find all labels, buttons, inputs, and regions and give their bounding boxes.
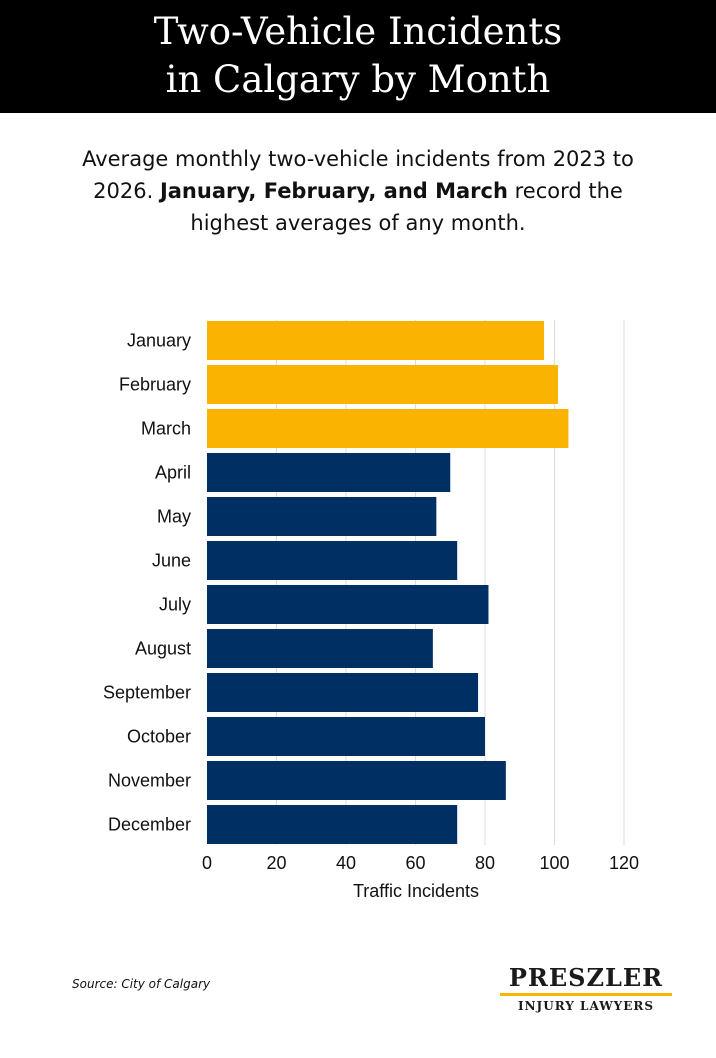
bar-chart: 0 20 40 60 80 100 120 January February March April… (103, 320, 639, 901)
x-tick-label-40: 40 (336, 853, 356, 873)
category-label-march: March (141, 419, 191, 439)
bar-february (207, 365, 558, 404)
subtitle-bold-months: January, February, and March (159, 179, 508, 203)
x-tick-label-20: 20 (266, 853, 286, 873)
x-tick-label-120: 120 (609, 853, 639, 873)
category-label-april: April (155, 463, 191, 483)
subtitle-text-2: record the highest averages of any month… (190, 179, 623, 235)
bar-august (207, 629, 433, 668)
category-label-january: January (127, 331, 191, 351)
x-tick-label-0: 0 (202, 853, 212, 873)
bar-october (207, 717, 485, 756)
bar-march (207, 409, 569, 448)
category-label-september: September (103, 683, 191, 703)
category-label-june: June (152, 551, 191, 571)
bar-june (207, 541, 458, 580)
x-axis-title: Traffic Incidents (353, 881, 479, 901)
title-line-1: Two-Vehicle Incidents (153, 10, 563, 53)
chart-subtitle: Average monthly two-vehicle incidents fr… (60, 143, 656, 239)
bar-december (207, 805, 458, 844)
category-label-november: November (108, 771, 191, 791)
bar-january (207, 321, 545, 360)
logo-main-text: PRESZLER (508, 963, 664, 992)
logo-accent-rule (500, 993, 672, 996)
category-label-july: July (159, 595, 191, 615)
category-label-october: October (127, 727, 191, 747)
title-banner: Two-Vehicle Incidents in Calgary by Mont… (0, 0, 716, 113)
bar-may (207, 497, 437, 536)
title-line-2: in Calgary by Month (165, 58, 551, 101)
x-tick-label-80: 80 (475, 853, 495, 873)
bar-april (207, 453, 451, 492)
category-label-december: December (108, 815, 191, 835)
bar-july (207, 585, 489, 624)
x-tick-label-100: 100 (539, 853, 569, 873)
category-label-february: February (119, 375, 191, 395)
x-tick-label-60: 60 (405, 853, 425, 873)
category-label-may: May (157, 507, 191, 527)
bar-november (207, 761, 506, 800)
subtitle-text-1: Average monthly two-vehicle incidents fr… (82, 147, 634, 203)
bar-september (207, 673, 479, 712)
logo-sub-text: INJURY LAWYERS (517, 999, 655, 1013)
category-label-august: August (135, 639, 191, 659)
source-note: Source: City of Calgary (72, 977, 211, 991)
preszler-logo: PRESZLER INJURY LAWYERS (500, 964, 672, 1013)
